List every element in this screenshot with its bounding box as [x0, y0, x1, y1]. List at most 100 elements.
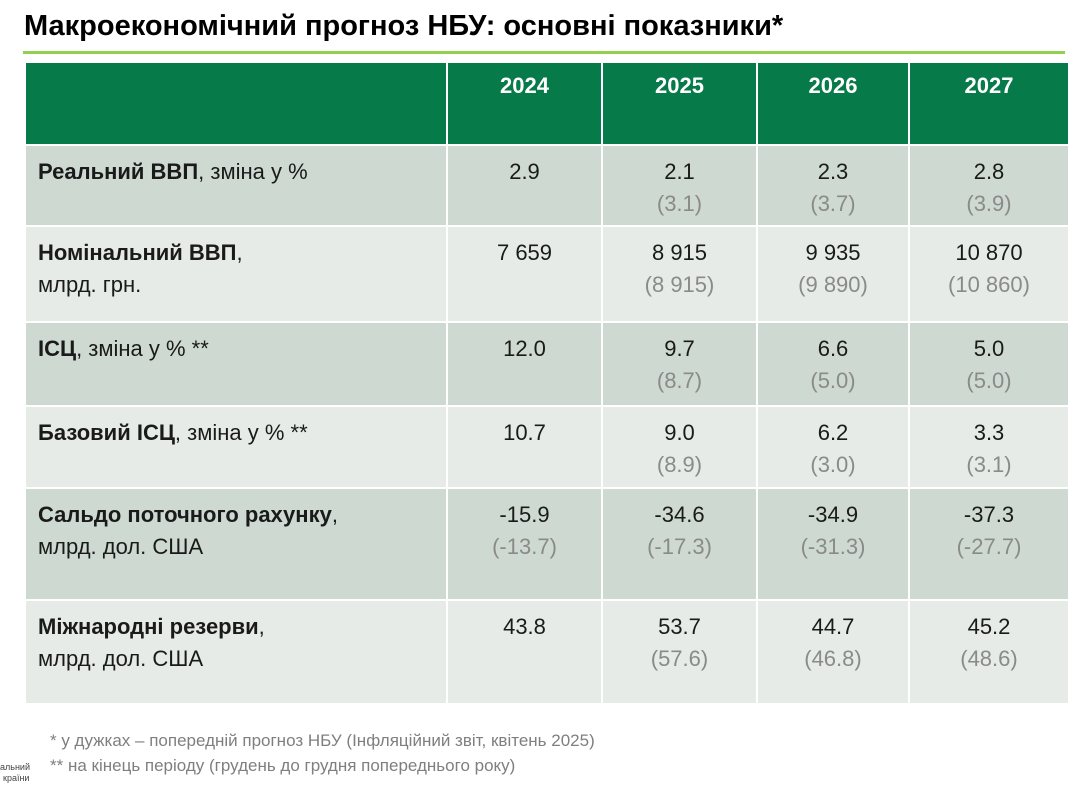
- row-label-bold: Номінальний ВВП: [38, 240, 237, 265]
- value-cell: 9.7 (8.7): [603, 323, 756, 405]
- row-label: Сальдо поточного рахунку, млрд. дол. США: [26, 489, 446, 599]
- nbu-logo-fragment: альний країни: [0, 762, 30, 784]
- current-value: 2.8: [973, 159, 1005, 184]
- table-row: Сальдо поточного рахунку, млрд. дол. США -…: [26, 489, 1068, 599]
- row-label-rest: ,: [236, 240, 243, 265]
- current-value: 7 659: [496, 240, 553, 265]
- current-value: 10.7: [503, 420, 546, 445]
- current-value: 6.2: [817, 420, 849, 445]
- current-value: 53.7: [658, 614, 701, 639]
- value-cell: 12.0: [448, 323, 601, 405]
- value-cell: 2.9: [448, 146, 601, 225]
- header-year: 2025: [603, 63, 756, 144]
- current-value: 5.0: [973, 336, 1005, 361]
- previous-forecast: (10 860): [948, 272, 1030, 297]
- row-label: Реальний ВВП, зміна у %: [26, 146, 446, 225]
- header-year: 2026: [758, 63, 908, 144]
- current-value: 9.0: [664, 420, 695, 445]
- row-label-bold: Реальний ВВП: [38, 159, 199, 184]
- previous-forecast: (5.0): [966, 368, 1012, 393]
- previous-forecast: (5.0): [810, 368, 856, 393]
- value-cell: 3.3 (3.1): [910, 407, 1068, 487]
- row-label: Міжнародні резерви, млрд. дол. США: [26, 601, 446, 703]
- value-cell: 5.0 (5.0): [910, 323, 1068, 405]
- previous-forecast: (3.1): [966, 452, 1012, 477]
- current-value: 2.9: [509, 159, 540, 184]
- current-value: 3.3: [973, 420, 1005, 445]
- footnotes: * у дужках – попередній прогноз НБУ (Інф…: [50, 728, 595, 778]
- logo-text: країни: [3, 773, 30, 783]
- value-cell: 2.8 (3.9): [910, 146, 1068, 225]
- header-year: 2027: [910, 63, 1068, 144]
- row-label: ІСЦ, зміна у % **: [26, 323, 446, 405]
- value-cell: 44.7 (46.8): [758, 601, 908, 703]
- title-underline: [23, 51, 1065, 54]
- current-value: 9 935: [805, 240, 861, 265]
- previous-forecast: (3.0): [810, 452, 856, 477]
- current-value: 45.2: [967, 614, 1011, 639]
- slide-title: Макроекономічний прогноз НБУ: основні по…: [24, 10, 784, 42]
- current-value: -34.6: [654, 502, 705, 527]
- current-value: 2.1: [664, 159, 695, 184]
- current-value: -34.9: [807, 502, 859, 527]
- row-label-rest: , зміна у % **: [174, 420, 308, 445]
- current-value: 9.7: [664, 336, 695, 361]
- value-cell: -34.6 (-17.3): [603, 489, 756, 599]
- current-value: 6.6: [817, 336, 849, 361]
- current-value: 12.0: [503, 336, 546, 361]
- header-year: 2024: [448, 63, 601, 144]
- value-cell: 8 915 (8 915): [603, 227, 756, 321]
- table-row: Реальний ВВП, зміна у % 2.9 2.1 (3.1) 2.3 (3.…: [26, 146, 1068, 225]
- row-label: Номінальний ВВП, млрд. грн.: [26, 227, 446, 321]
- previous-forecast: (3.1): [656, 191, 703, 216]
- logo-text: альний: [0, 762, 30, 772]
- previous-forecast: (3.9): [966, 191, 1012, 216]
- value-cell: 6.2 (3.0): [758, 407, 908, 487]
- row-label-unit: млрд. дол. США: [38, 646, 204, 671]
- previous-forecast: (-13.7): [492, 534, 557, 559]
- current-value: -15.9: [499, 502, 550, 527]
- current-value: 2.3: [817, 159, 849, 184]
- current-value: 10 870: [955, 240, 1023, 265]
- row-label-rest: , зміна у % **: [76, 336, 209, 361]
- previous-forecast: (3.7): [810, 191, 856, 216]
- previous-forecast: (8 915): [644, 272, 715, 297]
- current-value: 43.8: [503, 614, 546, 639]
- previous-forecast: (-27.7): [956, 534, 1022, 559]
- value-cell: 2.3 (3.7): [758, 146, 908, 225]
- value-cell: 43.8: [448, 601, 601, 703]
- value-cell: -34.9 (-31.3): [758, 489, 908, 599]
- row-label-rest: ,: [331, 502, 338, 527]
- value-cell: -15.9 (-13.7): [448, 489, 601, 599]
- value-cell: 9 935 (9 890): [758, 227, 908, 321]
- previous-forecast: (57.6): [650, 646, 709, 671]
- table-row: ІСЦ, зміна у % ** 12.0 9.7 (8.7) 6.6 (5.0) 5.0…: [26, 323, 1068, 405]
- row-label-unit: млрд. дол. США: [38, 534, 204, 559]
- value-cell: 10.7: [448, 407, 601, 487]
- table-row: Базовий ІСЦ, зміна у % ** 10.7 9.0 (8.9) 6.2…: [26, 407, 1068, 487]
- current-value: 8 915: [651, 240, 708, 265]
- value-cell: 9.0 (8.9): [603, 407, 756, 487]
- footnote: * у дужках – попередній прогноз НБУ (Інф…: [50, 731, 595, 750]
- table-row: Міжнародні резерви, млрд. дол. США 43.8 53.…: [26, 601, 1068, 703]
- previous-forecast: (48.6): [960, 646, 1018, 671]
- row-label-bold: Сальдо поточного рахунку: [38, 502, 332, 527]
- value-cell: 6.6 (5.0): [758, 323, 908, 405]
- row-label-bold: Міжнародні резерви: [38, 614, 259, 639]
- table-row: Номінальний ВВП, млрд. грн. 7 659 8 915 (8 9…: [26, 227, 1068, 321]
- previous-forecast: (-31.3): [800, 534, 866, 559]
- value-cell: 45.2 (48.6): [910, 601, 1068, 703]
- value-cell: 10 870 (10 860): [910, 227, 1068, 321]
- value-cell: -37.3 (-27.7): [910, 489, 1068, 599]
- value-cell: 53.7 (57.6): [603, 601, 756, 703]
- value-cell: 7 659: [448, 227, 601, 321]
- header-empty: [26, 63, 446, 144]
- row-label-rest: , зміна у %: [198, 159, 308, 184]
- row-label: Базовий ІСЦ, зміна у % **: [26, 407, 446, 487]
- row-label-unit: млрд. грн.: [38, 272, 142, 297]
- current-value: -37.3: [963, 502, 1015, 527]
- previous-forecast: (8.9): [656, 452, 703, 477]
- previous-forecast: (8.7): [656, 368, 703, 393]
- row-label-bold: Базовий ІСЦ: [38, 420, 175, 445]
- forecast-table: 2024 2025 2026 2027 Реальний ВВП, зміна …: [24, 61, 1070, 705]
